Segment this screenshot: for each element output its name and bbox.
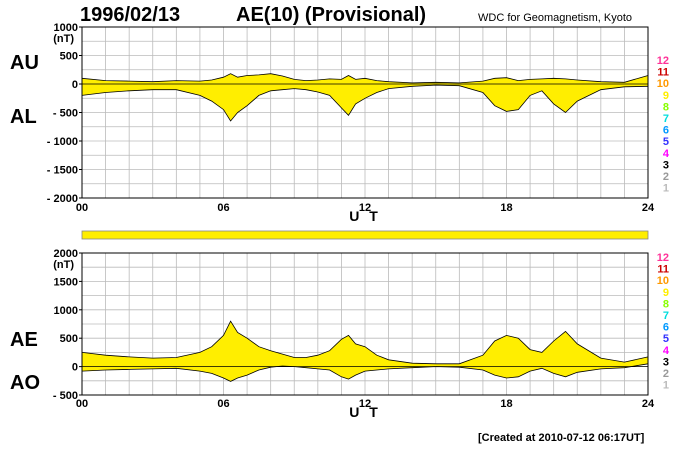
date-title: 1996/02/13 bbox=[80, 4, 181, 26]
y-tick-label: 1000 bbox=[54, 305, 78, 317]
x-tick-label: 06 bbox=[217, 398, 229, 410]
station-count-label: 2 bbox=[663, 368, 669, 380]
station-count-label: 11 bbox=[657, 264, 669, 276]
plot-frame bbox=[81, 252, 649, 396]
station-count-label: 8 bbox=[663, 298, 669, 310]
station-count-label: 4 bbox=[663, 345, 670, 357]
station-coverage-bar bbox=[81, 230, 649, 240]
station-count-label: 5 bbox=[663, 136, 669, 148]
x-tick-label: 18 bbox=[500, 398, 512, 410]
y-tick-label: 500 bbox=[60, 51, 78, 63]
station-count-label: 10 bbox=[657, 78, 669, 90]
series-label-au: AU bbox=[10, 52, 39, 74]
x-tick-label: 00 bbox=[76, 202, 88, 214]
y-tick-label: - 500 bbox=[53, 390, 78, 402]
x-tick-label: 12 bbox=[359, 398, 371, 410]
y-tick-label: - 500 bbox=[53, 108, 78, 120]
series-label-al: AL bbox=[10, 106, 37, 128]
created-footer: [Created at 2010-07-12 06:17UT] bbox=[478, 432, 645, 444]
x-tick-label: 24 bbox=[642, 398, 655, 410]
x-axis-label: U T bbox=[349, 404, 381, 420]
station-count-label: 6 bbox=[663, 125, 669, 137]
station-count-label: 8 bbox=[663, 101, 669, 113]
station-count-label: 6 bbox=[663, 322, 669, 334]
station-count-label: 9 bbox=[663, 90, 669, 102]
station-count-label: 5 bbox=[663, 333, 669, 345]
y-tick-label: 1000 bbox=[54, 22, 78, 34]
series-label-ao: AO bbox=[10, 372, 40, 394]
series-line-au bbox=[81, 73, 649, 84]
y-tick-label: 1500 bbox=[54, 276, 78, 288]
station-count-label: 10 bbox=[657, 275, 669, 287]
x-tick-label: 06 bbox=[217, 202, 229, 214]
x-tick-label: 24 bbox=[642, 202, 655, 214]
y-tick-label: 2000 bbox=[54, 248, 78, 260]
x-tick-label: 12 bbox=[359, 202, 371, 214]
y-tick-label: - 2000 bbox=[47, 193, 78, 205]
y-tick-label: - 1500 bbox=[47, 165, 78, 177]
station-count-label: 1 bbox=[663, 380, 669, 392]
station-count-label: 2 bbox=[663, 171, 669, 183]
source-label: WDC for Geomagnetism, Kyoto bbox=[478, 12, 633, 24]
station-count-label: 12 bbox=[657, 252, 669, 264]
y-tick-label: 500 bbox=[60, 333, 78, 345]
station-count-label: 9 bbox=[663, 287, 669, 299]
station-count-label: 3 bbox=[663, 159, 669, 171]
station-count-label: 12 bbox=[657, 55, 669, 67]
station-count-label: 3 bbox=[663, 356, 669, 368]
series-line-ae bbox=[81, 320, 649, 365]
station-count-label: 7 bbox=[663, 113, 669, 125]
y-tick-label: - 1000 bbox=[47, 136, 78, 148]
y-unit-label: (nT) bbox=[53, 33, 74, 45]
index-title: AE(10) (Provisional) bbox=[236, 4, 427, 26]
series-label-ae: AE bbox=[10, 329, 38, 351]
series-line-al bbox=[81, 84, 649, 122]
series-line-ao bbox=[81, 363, 649, 382]
y-tick-label: 0 bbox=[72, 362, 78, 374]
station-count-label: 7 bbox=[663, 310, 669, 322]
station-count-label: 4 bbox=[663, 148, 670, 160]
station-count-label: 1 bbox=[663, 183, 669, 195]
x-axis-label: U T bbox=[349, 208, 381, 224]
x-tick-label: 18 bbox=[500, 202, 512, 214]
y-unit-label: (nT) bbox=[53, 259, 74, 271]
x-tick-label: 00 bbox=[76, 398, 88, 410]
y-tick-label: 0 bbox=[72, 79, 78, 91]
station-count-label: 11 bbox=[657, 67, 669, 79]
